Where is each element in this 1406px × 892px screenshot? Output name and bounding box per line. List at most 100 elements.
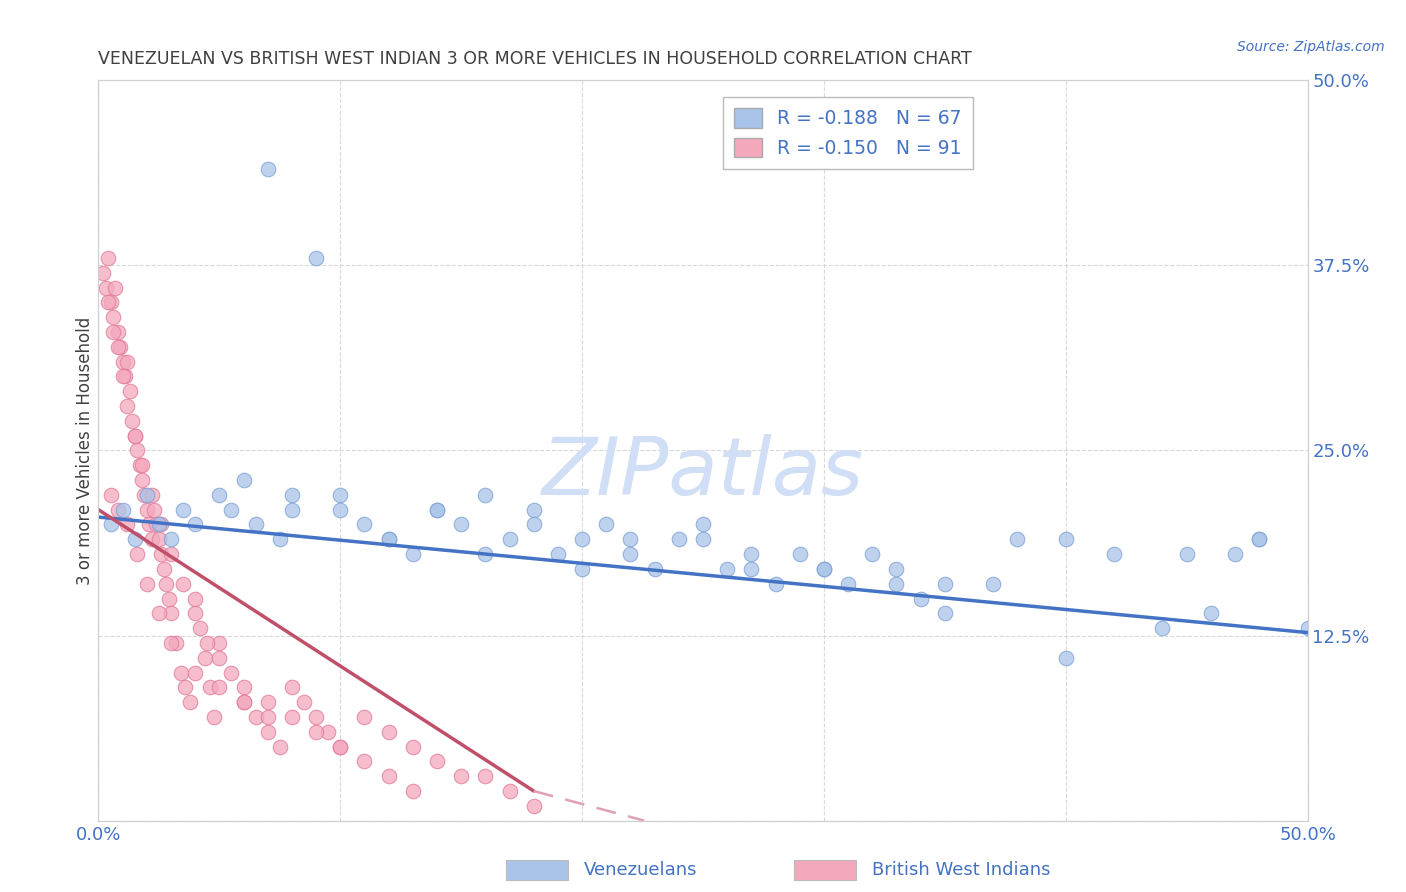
Text: Source: ZipAtlas.com: Source: ZipAtlas.com [1237, 40, 1385, 54]
Text: British West Indians: British West Indians [872, 861, 1050, 879]
Point [269, 533, 291, 547]
Point [104, 280, 127, 294]
Point [204, 710, 226, 724]
Point [910, 591, 932, 606]
Point [1054, 650, 1077, 665]
Point [100, 295, 122, 310]
Point [256, 695, 278, 709]
Point [111, 354, 134, 368]
Point [124, 533, 146, 547]
Point [100, 517, 122, 532]
Point [232, 681, 254, 695]
Point [281, 488, 304, 502]
Point [111, 369, 134, 384]
Point [141, 533, 163, 547]
Point [155, 576, 177, 591]
Point [245, 710, 267, 724]
Point [1296, 621, 1319, 635]
Point [474, 488, 496, 502]
Point [692, 533, 714, 547]
Point [619, 547, 641, 561]
Point [353, 755, 375, 769]
Point [208, 488, 231, 502]
Point [426, 502, 449, 516]
Point [402, 547, 425, 561]
Point [426, 755, 449, 769]
Point [740, 547, 762, 561]
Point [547, 547, 569, 561]
Point [305, 724, 328, 739]
Point [402, 784, 425, 798]
Point [169, 665, 191, 680]
Point [121, 414, 143, 428]
Point [101, 325, 124, 339]
Point [117, 354, 139, 368]
Point [1054, 533, 1077, 547]
Point [114, 369, 136, 384]
Point [135, 576, 157, 591]
Point [377, 533, 399, 547]
Point [498, 533, 520, 547]
Point [94, 280, 117, 294]
Point [595, 517, 617, 532]
Point [165, 636, 187, 650]
Point [188, 621, 211, 635]
Point [208, 650, 231, 665]
Point [292, 695, 315, 709]
Point [107, 325, 129, 339]
Point [1175, 547, 1198, 561]
Point [108, 340, 131, 354]
Point [523, 502, 546, 516]
Point [1152, 621, 1174, 635]
Point [184, 517, 207, 532]
Point [256, 162, 278, 177]
Point [716, 562, 738, 576]
Point [474, 547, 496, 561]
Point [101, 310, 124, 325]
Point [172, 576, 194, 591]
Point [138, 517, 160, 532]
Point [281, 502, 304, 516]
Point [281, 681, 304, 695]
Point [329, 488, 352, 502]
Point [860, 547, 883, 561]
Point [426, 502, 449, 516]
Point [184, 607, 207, 621]
Y-axis label: 3 or more Vehicles in Household: 3 or more Vehicles in Household [76, 317, 94, 584]
Point [450, 517, 472, 532]
Point [131, 458, 153, 473]
Point [127, 443, 149, 458]
Point [523, 517, 546, 532]
Point [145, 517, 167, 532]
Point [174, 681, 197, 695]
Point [329, 739, 352, 754]
Point [128, 458, 150, 473]
Point [97, 251, 120, 265]
Point [150, 547, 173, 561]
Point [135, 488, 157, 502]
Point [232, 695, 254, 709]
Point [644, 562, 666, 576]
Point [117, 517, 139, 532]
Point [740, 562, 762, 576]
Point [305, 710, 328, 724]
Point [135, 502, 157, 516]
Point [124, 428, 146, 442]
Point [107, 502, 129, 516]
Point [269, 739, 291, 754]
Point [172, 502, 194, 516]
Point [619, 533, 641, 547]
Point [232, 695, 254, 709]
Point [1102, 547, 1125, 561]
Point [353, 710, 375, 724]
Point [97, 295, 120, 310]
Point [813, 562, 835, 576]
Point [668, 533, 690, 547]
Point [160, 607, 183, 621]
Point [150, 517, 173, 532]
Point [160, 533, 183, 547]
Point [1249, 533, 1271, 547]
Point [148, 517, 170, 532]
Point [221, 502, 243, 516]
Point [523, 798, 546, 813]
